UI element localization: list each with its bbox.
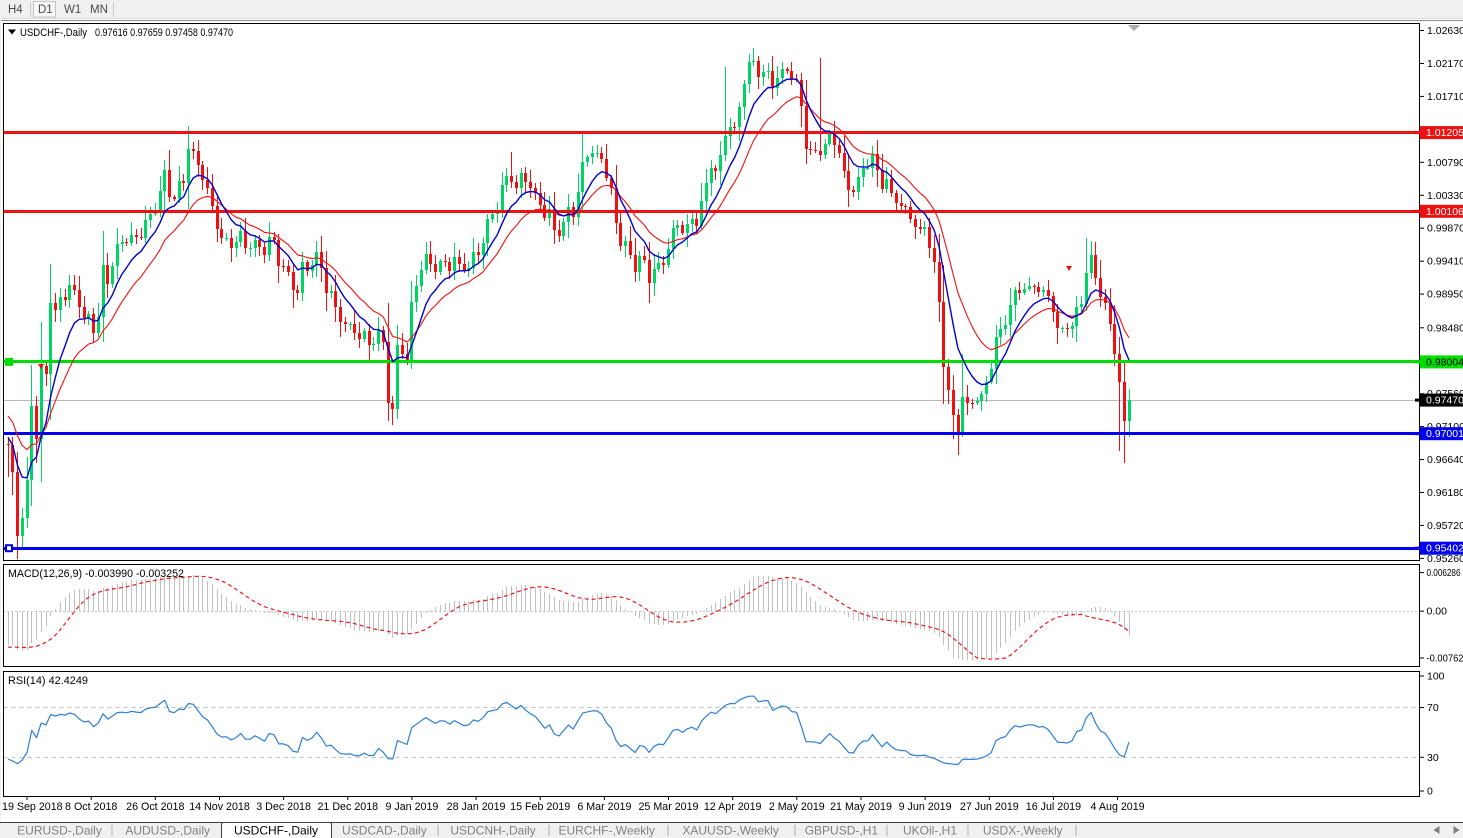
svg-text:21 Dec 2018: 21 Dec 2018: [317, 801, 378, 813]
svg-text:W1: W1: [64, 4, 81, 16]
svg-text:0: 0: [1427, 786, 1433, 798]
svg-text:1.02630: 1.02630: [1427, 25, 1463, 37]
svg-text:USDCAD-,Daily: USDCAD-,Daily: [342, 824, 427, 838]
svg-text:1.02170: 1.02170: [1427, 58, 1463, 70]
svg-text:8 Oct 2018: 8 Oct 2018: [65, 801, 117, 813]
svg-text:EURUSD-,Daily: EURUSD-,Daily: [17, 824, 102, 838]
svg-text:0.99870: 0.99870: [1427, 223, 1463, 235]
svg-text:XAUUSD-,Weekly: XAUUSD-,Weekly: [682, 824, 778, 838]
svg-text:9 Jun 2019: 9 Jun 2019: [899, 801, 952, 813]
svg-text:-0.00762: -0.00762: [1427, 653, 1463, 665]
svg-text:28 Jan 2019: 28 Jan 2019: [447, 801, 506, 813]
svg-text:27 Jun 2019: 27 Jun 2019: [960, 801, 1019, 813]
svg-text:16 Jul 2019: 16 Jul 2019: [1026, 801, 1081, 813]
svg-text:4 Aug 2019: 4 Aug 2019: [1091, 801, 1145, 813]
svg-text:25 Mar 2019: 25 Mar 2019: [638, 801, 698, 813]
svg-text:0.96640: 0.96640: [1427, 454, 1463, 466]
svg-text:AUDUSD-,Daily: AUDUSD-,Daily: [125, 824, 210, 838]
svg-text:RSI(14) 42.4249: RSI(14) 42.4249: [8, 675, 88, 687]
svg-text:EURCHF-,Weekly: EURCHF-,Weekly: [558, 824, 654, 838]
svg-text:21 May 2019: 21 May 2019: [830, 801, 892, 813]
svg-text:0.006286: 0.006286: [1427, 567, 1461, 579]
svg-text:70: 70: [1427, 702, 1439, 714]
svg-text:1.00330: 1.00330: [1427, 190, 1463, 202]
svg-text:6 Mar 2019: 6 Mar 2019: [577, 801, 631, 813]
svg-text:1.01205: 1.01205: [1426, 127, 1463, 139]
svg-text:0.95720: 0.95720: [1427, 520, 1463, 532]
svg-text:0.00: 0.00: [1427, 606, 1448, 618]
svg-text:0.97001: 0.97001: [1426, 428, 1463, 440]
svg-text:1.01710: 1.01710: [1427, 91, 1463, 103]
svg-text:2 May 2019: 2 May 2019: [769, 801, 825, 813]
svg-text:0.98480: 0.98480: [1427, 322, 1463, 334]
svg-text:12 Apr 2019: 12 Apr 2019: [704, 801, 762, 813]
svg-text:0.99410: 0.99410: [1427, 256, 1463, 268]
svg-text:26 Oct 2018: 26 Oct 2018: [126, 801, 184, 813]
svg-text:15 Feb 2019: 15 Feb 2019: [510, 801, 570, 813]
svg-text:100: 100: [1427, 671, 1445, 683]
svg-text:0.97470: 0.97470: [1426, 395, 1463, 407]
svg-text:1.00106: 1.00106: [1426, 206, 1463, 218]
svg-text:USDCHF-,Daily: USDCHF-,Daily: [234, 824, 318, 838]
svg-text:30: 30: [1427, 752, 1439, 764]
svg-text:USDCNH-,Daily: USDCNH-,Daily: [450, 824, 535, 838]
svg-text:GBPUSD-,H1: GBPUSD-,H1: [805, 824, 879, 838]
svg-text:UKOil-,H1: UKOil-,H1: [903, 824, 957, 838]
svg-text:0.98004: 0.98004: [1426, 356, 1463, 368]
svg-text:0.95260: 0.95260: [1427, 553, 1463, 565]
svg-text:0.96180: 0.96180: [1427, 487, 1463, 499]
svg-text:MN: MN: [90, 4, 108, 16]
svg-text:9 Jan 2019: 9 Jan 2019: [385, 801, 438, 813]
svg-text:0.95402: 0.95402: [1426, 543, 1463, 555]
svg-text:1.00790: 1.00790: [1427, 157, 1463, 169]
svg-text:USDCHF-,Daily: USDCHF-,Daily: [20, 27, 87, 39]
svg-text:14 Nov 2018: 14 Nov 2018: [189, 801, 250, 813]
svg-text:3 Dec 2018: 3 Dec 2018: [256, 801, 311, 813]
svg-text:MACD(12,26,9) -0.003990 -0.003: MACD(12,26,9) -0.003990 -0.003252: [8, 568, 184, 580]
svg-text:D1: D1: [38, 4, 53, 16]
svg-text:USDX-,Weekly: USDX-,Weekly: [983, 824, 1063, 838]
svg-text:0.97616 0.97659 0.97458 0.9747: 0.97616 0.97659 0.97458 0.97470: [95, 27, 233, 39]
svg-text:0.98950: 0.98950: [1427, 289, 1463, 301]
svg-text:19 Sep 2018: 19 Sep 2018: [2, 801, 63, 813]
svg-text:H4: H4: [8, 4, 23, 16]
